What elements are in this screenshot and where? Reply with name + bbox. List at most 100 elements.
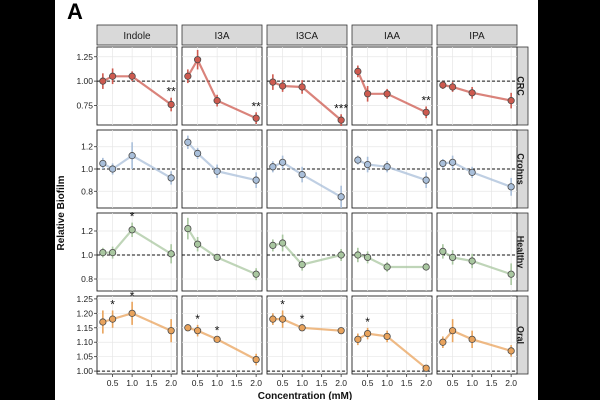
data-point [422, 108, 430, 116]
y-tick-label: 1.10 [76, 337, 93, 347]
panel-healthy-i3a [181, 212, 263, 292]
data-point [213, 335, 221, 343]
panel-crc-i3ca: *** [266, 46, 348, 126]
y-tick-label: 1.2 [81, 142, 93, 152]
y-tick-label: 1.25 [76, 52, 93, 62]
significance-marker: * [300, 312, 305, 326]
data-point [109, 315, 117, 323]
data-point [468, 257, 476, 265]
x-tick-label: 0.5 [362, 378, 374, 388]
x-tick-label: 1.5 [486, 378, 498, 388]
y-tick-label: 1.00 [76, 76, 93, 86]
data-point [194, 327, 202, 335]
x-tick-label: 1.0 [296, 378, 308, 388]
data-point [364, 329, 372, 338]
data-point [194, 149, 202, 157]
series-line [272, 81, 342, 121]
data-point [337, 193, 345, 201]
data-point [383, 90, 391, 98]
data-point [449, 83, 457, 91]
significance-marker: * [215, 323, 220, 337]
row-label-crohns: Crohns [516, 153, 526, 185]
panel-crc-ipa [436, 46, 518, 126]
data-point [184, 324, 192, 332]
panel-frame [181, 295, 263, 375]
panel-crohns-i3a [181, 129, 263, 209]
data-point [354, 335, 362, 343]
series-line [442, 329, 512, 352]
data-point [184, 72, 192, 80]
panel-frame [181, 212, 263, 292]
data-point [468, 335, 476, 343]
series-line [186, 228, 257, 276]
series-line [272, 241, 342, 266]
y-tick-label: 1.15 [76, 323, 93, 333]
data-point [507, 347, 515, 355]
x-tick-label: 1.5 [146, 378, 158, 388]
y-tick-label: 1.20 [76, 308, 93, 318]
series-line [102, 228, 172, 255]
significance-marker: * [130, 289, 135, 303]
data-point [364, 160, 372, 169]
data-point [507, 97, 515, 105]
data-point [213, 167, 221, 175]
x-tick-label: 2.0 [505, 378, 517, 388]
series-line [442, 83, 512, 102]
data-point [354, 251, 362, 259]
data-point [439, 247, 447, 255]
data-point [298, 260, 306, 269]
significance-marker: ** [421, 93, 431, 107]
x-tick-label: 0.5 [107, 378, 119, 388]
panel-crohns-ipa [436, 129, 518, 209]
y-axis-title: Relative Biofilm [56, 175, 67, 250]
panel-healthy-indole: * [96, 210, 178, 292]
x-tick-label: 0.5 [277, 378, 289, 388]
data-point [167, 100, 175, 109]
panel-frame [266, 212, 348, 292]
panel-frame [181, 46, 263, 126]
panel-frame [351, 212, 433, 292]
data-point [364, 90, 372, 98]
data-point [252, 114, 260, 122]
data-point [99, 77, 107, 85]
x-tick-label: 1.0 [381, 378, 393, 388]
data-point [422, 176, 430, 184]
data-point [213, 97, 221, 105]
data-point [252, 270, 260, 278]
data-point [167, 327, 175, 335]
y-tick-label: 0.8 [81, 274, 93, 284]
significance-marker: * [280, 297, 285, 311]
series-line [272, 161, 342, 198]
facet-label-i3a: I3A [214, 31, 229, 42]
y-tick-label: 1.25 [76, 294, 93, 304]
facet-label-ipa: IPA [469, 31, 485, 42]
x-tick-label: 2.0 [165, 378, 177, 388]
panel-frame [96, 46, 178, 126]
series-line [272, 318, 342, 332]
data-point [383, 163, 391, 171]
data-point [279, 82, 287, 90]
data-point [354, 67, 362, 75]
data-point [439, 159, 447, 168]
significance-marker: * [130, 210, 135, 224]
x-tick-label: 2.0 [420, 378, 432, 388]
row-label-crc: CRC [516, 76, 526, 96]
panel-crohns-i3ca [266, 129, 348, 209]
data-point [279, 315, 287, 323]
x-tick-label: 1.5 [231, 378, 243, 388]
data-point [298, 83, 306, 91]
series-line [187, 326, 257, 361]
x-tick-label: 2.0 [250, 378, 262, 388]
panel-oral-indole: ** [96, 289, 178, 375]
series-line [102, 154, 172, 179]
data-point [99, 159, 107, 168]
panel-oral-ipa [436, 295, 518, 375]
data-point [252, 355, 260, 364]
data-point [109, 165, 117, 173]
row-label-oral: Oral [516, 326, 526, 344]
data-point [439, 81, 447, 89]
data-point [449, 327, 457, 335]
facet-strip-i3ca [266, 24, 348, 46]
series-line [442, 250, 512, 276]
